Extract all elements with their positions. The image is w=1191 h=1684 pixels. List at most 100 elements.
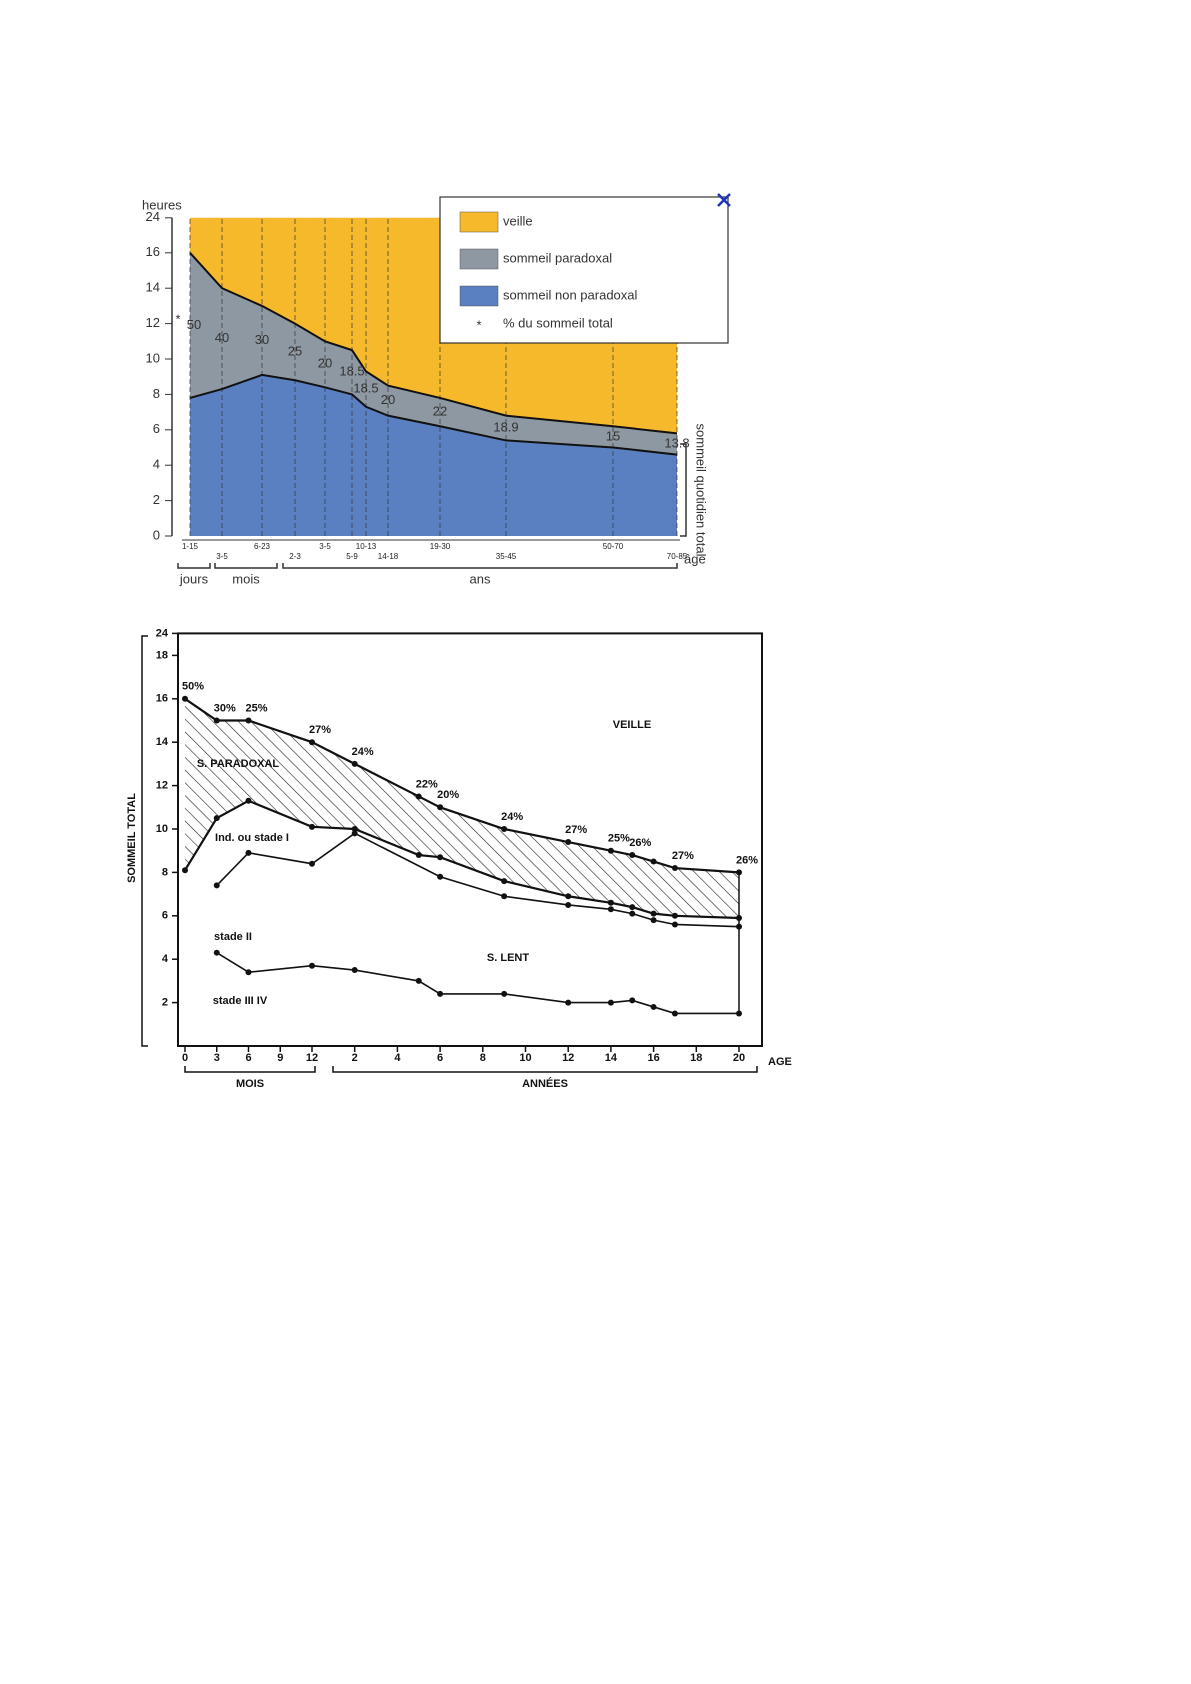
pct-label: 24% (501, 811, 523, 823)
y-tick-label: 24 (146, 209, 160, 224)
x-tick-label: 16 (647, 1052, 659, 1064)
y-axis-label: SOMMEIL TOTAL (126, 793, 138, 883)
y-tick-label: 8 (153, 386, 160, 401)
legend-swatch (459, 285, 499, 307)
legend-swatch (459, 211, 499, 233)
group-label: jours (179, 571, 209, 586)
pct-label: 50 (187, 317, 201, 332)
x-tick-label: 14-18 (378, 552, 399, 561)
y-tick-label: 16 (156, 693, 168, 705)
y-tick-label: 24 (156, 627, 169, 639)
legend-swatch (459, 248, 499, 270)
line (184, 697, 740, 874)
point (671, 921, 678, 928)
pct-label: 26% (736, 854, 758, 866)
region-label: VEILLE (613, 719, 652, 731)
x-tick-label: 0 (182, 1052, 188, 1064)
pct-label: 15 (606, 428, 620, 443)
line (184, 799, 740, 920)
y-tick-label: 16 (146, 244, 160, 259)
region-label: stade III IV (213, 995, 268, 1007)
pct-label: 26% (629, 837, 651, 849)
point (565, 893, 572, 900)
pct-label: 20 (381, 392, 395, 407)
chart-sleep-areas: 024681012141624heures1-153-56-232-33-55-… (142, 193, 731, 586)
point (245, 797, 252, 804)
point (213, 815, 220, 822)
legend-label: veille (503, 213, 533, 228)
point (213, 949, 220, 956)
y-tick-label: 18 (156, 649, 168, 661)
legend-symbol: * (476, 317, 481, 332)
point (607, 906, 614, 913)
hatch-area (185, 698, 739, 918)
pct-label: 27% (309, 724, 331, 736)
point (501, 990, 508, 997)
region-label: Ind. ou stade I (215, 832, 289, 844)
pct-label: 13.8 (664, 435, 689, 450)
x-tick-label: 10 (519, 1052, 531, 1064)
y-tick-label: 2 (162, 997, 168, 1009)
point (671, 865, 678, 872)
point (245, 717, 252, 724)
group-label: mois (232, 571, 260, 586)
x-tick-label: 18 (690, 1052, 702, 1064)
point (671, 1010, 678, 1017)
point (607, 899, 614, 906)
group-bracket (184, 1066, 316, 1073)
x-axis-label: âge (684, 551, 706, 566)
pct-label: 20% (437, 789, 459, 801)
point (736, 1010, 742, 1017)
point (351, 760, 358, 767)
point (182, 867, 188, 874)
point (309, 962, 315, 969)
point (437, 873, 444, 880)
point (437, 854, 444, 861)
point (650, 910, 657, 917)
y-tick-label: 14 (146, 280, 160, 295)
x-tick-label: 6-23 (254, 542, 271, 551)
legend-label: % du sommeil total (503, 315, 613, 330)
y-tick-label: 6 (153, 421, 160, 436)
line (216, 832, 740, 928)
x-tick-label: 70-85 (667, 552, 688, 561)
point (565, 999, 572, 1006)
point (629, 904, 636, 911)
x-tick-label: 5-9 (346, 552, 358, 561)
point (501, 826, 508, 832)
point (309, 823, 315, 830)
pct-label: 40 (215, 330, 229, 345)
point (245, 969, 252, 976)
close-icon (717, 193, 731, 207)
x-tick-label: 6 (437, 1052, 443, 1064)
x-tick-label: 14 (605, 1052, 618, 1064)
pct-label: 25% (608, 833, 630, 845)
group-label: MOIS (236, 1078, 264, 1090)
point (671, 912, 678, 919)
pct-label: 22% (416, 778, 438, 790)
y-tick-label: 14 (156, 736, 169, 748)
legend-label: sommeil non paradoxal (503, 287, 638, 302)
x-tick-label: 9 (277, 1052, 283, 1064)
point (309, 860, 315, 867)
point (415, 852, 422, 859)
group-bracket (214, 563, 278, 569)
pct-label: 18.9 (493, 419, 518, 434)
point (309, 739, 315, 746)
legend-label: sommeil paradoxal (503, 250, 612, 265)
y-axis-label: heures (142, 197, 182, 212)
pct-label: 18.5 (353, 381, 378, 396)
point (607, 847, 614, 854)
x-tick-label: 2 (352, 1052, 358, 1064)
chart-sleep-lines: 50%30% 25%27%24%22%20%24%27%25% 26%27% 26%2… (126, 627, 792, 1090)
group-bracket (177, 563, 211, 569)
pct-label: 30% (214, 702, 236, 714)
area (190, 252, 677, 455)
point (245, 849, 252, 856)
y-tick-label: 12 (156, 780, 168, 792)
region-label: S. LENT (487, 952, 529, 964)
point (437, 804, 444, 811)
region-label: stade II (214, 931, 252, 943)
pct-label: 50% (182, 681, 204, 693)
